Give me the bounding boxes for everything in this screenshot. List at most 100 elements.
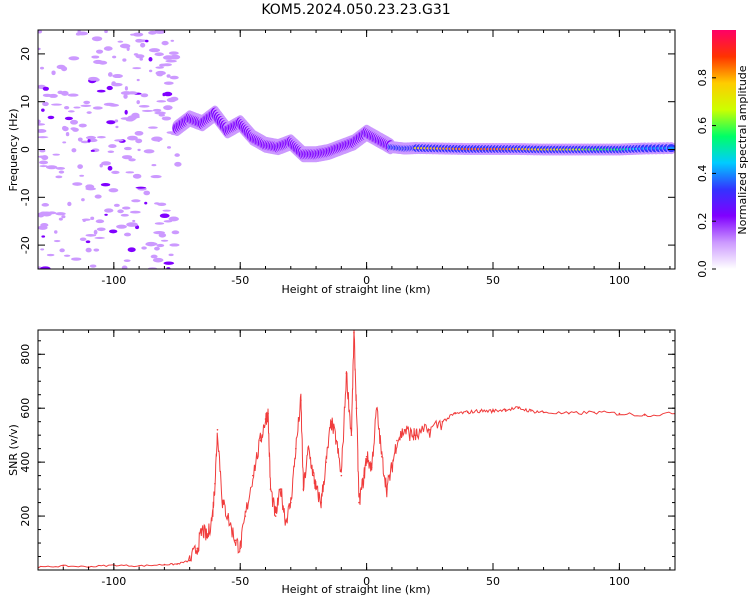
noise-speckle <box>144 39 149 43</box>
noise-speckle <box>114 119 119 123</box>
noise-speckle <box>63 254 71 257</box>
noise-speckle <box>108 188 119 193</box>
noise-speckle <box>154 222 165 225</box>
noise-speckle <box>75 32 81 36</box>
snr-data-point <box>234 539 236 542</box>
noise-speckle <box>129 210 141 214</box>
noise-speckle <box>67 201 72 207</box>
snr-data-point <box>330 420 333 423</box>
noise-speckle <box>163 261 175 265</box>
noise-speckle <box>64 116 73 121</box>
snr-data-point <box>492 410 494 412</box>
snr-data-point <box>345 372 348 374</box>
noise-speckle <box>124 109 128 115</box>
snr-data-point <box>355 407 358 410</box>
noise-speckle <box>123 94 128 99</box>
noise-speckle <box>117 40 124 43</box>
snr-data-point <box>358 501 360 504</box>
snr-y-tick-label: 600 <box>19 398 32 419</box>
noise-speckle <box>62 126 69 132</box>
noise-speckle <box>148 126 158 129</box>
noise-speckle <box>46 253 55 257</box>
noise-speckle <box>94 194 102 199</box>
noise-speckle <box>68 56 80 61</box>
noise-speckle <box>61 66 68 72</box>
spectrogram-x-tick-label: -100 <box>101 274 126 287</box>
noise-speckle <box>174 161 182 167</box>
noise-speckle <box>51 70 56 76</box>
noise-speckle <box>54 230 58 234</box>
noise-speckle <box>117 209 124 214</box>
noise-speckle <box>100 182 111 187</box>
noise-speckle <box>41 108 45 112</box>
noise-speckle <box>67 93 79 97</box>
colorbar-gradient <box>712 30 736 269</box>
noise-speckle <box>38 123 46 126</box>
noise-speckle <box>96 227 106 232</box>
noise-speckle <box>158 72 163 77</box>
noise-speckle <box>61 90 69 96</box>
snr-data-point <box>370 466 373 469</box>
spectrogram-x-axis-label: Height of straight line (km) <box>281 283 430 296</box>
noise-speckle <box>134 130 144 136</box>
noise-speckle <box>124 86 128 91</box>
noise-speckle <box>104 213 108 216</box>
noise-speckle <box>47 211 57 215</box>
noise-speckle <box>154 246 160 251</box>
noise-speckle <box>158 233 167 238</box>
snr-data-point <box>340 474 343 477</box>
snr-data-point <box>206 536 209 539</box>
noise-speckle <box>139 57 143 61</box>
snr-x-tick-label: 0 <box>363 575 370 588</box>
noise-speckle <box>155 66 164 69</box>
snr-data-point <box>530 410 532 412</box>
snr-data-point <box>259 439 262 442</box>
noise-speckle <box>152 257 164 263</box>
noise-speckle <box>141 109 154 112</box>
colorbar-tick-label: 0.0 <box>696 260 709 278</box>
noise-speckle <box>86 111 92 114</box>
noise-speckle <box>165 59 177 63</box>
noise-speckle <box>107 72 113 77</box>
noise-speckle <box>52 153 60 156</box>
noise-speckle <box>38 129 47 133</box>
snr-y-tick-label: 400 <box>19 452 32 473</box>
noise-speckle <box>132 67 142 70</box>
noise-speckle <box>127 91 138 95</box>
snr-data-point <box>188 559 191 562</box>
noise-speckle <box>83 100 91 105</box>
snr-y-axis-label: SNR (v/v) <box>7 424 20 476</box>
noise-speckle <box>113 203 120 207</box>
noise-speckle <box>120 213 129 217</box>
noise-speckle <box>140 93 149 98</box>
noise-speckle <box>99 163 103 168</box>
snr-data-point <box>593 411 595 414</box>
snr-data-point <box>267 412 269 415</box>
spectrogram-x-tick-label: -50 <box>231 274 249 287</box>
noise-speckle <box>53 239 61 243</box>
noise-speckle <box>42 101 49 107</box>
noise-speckle <box>58 217 63 221</box>
noise-speckle <box>90 216 95 220</box>
noise-speckle <box>59 248 65 253</box>
snr-y-tick-label: 800 <box>19 344 32 365</box>
noise-speckle <box>80 104 92 107</box>
noise-speckle <box>131 199 141 203</box>
noise-speckle <box>152 108 162 112</box>
noise-speckle <box>130 33 135 36</box>
noise-speckle <box>136 78 140 82</box>
snr-data-point <box>264 418 267 420</box>
noise-speckle <box>146 242 158 246</box>
snr-data-point <box>416 434 418 436</box>
noise-speckle <box>81 218 91 221</box>
noise-speckle <box>154 111 167 115</box>
noise-speckle <box>162 63 172 67</box>
noise-speckle <box>168 253 174 257</box>
noise-speckle <box>135 54 145 59</box>
snr-data-point <box>279 488 282 490</box>
snr-data-point <box>353 331 355 334</box>
noise-speckle <box>140 42 146 48</box>
snr-data-point <box>466 411 469 414</box>
noise-speckle <box>168 51 179 55</box>
